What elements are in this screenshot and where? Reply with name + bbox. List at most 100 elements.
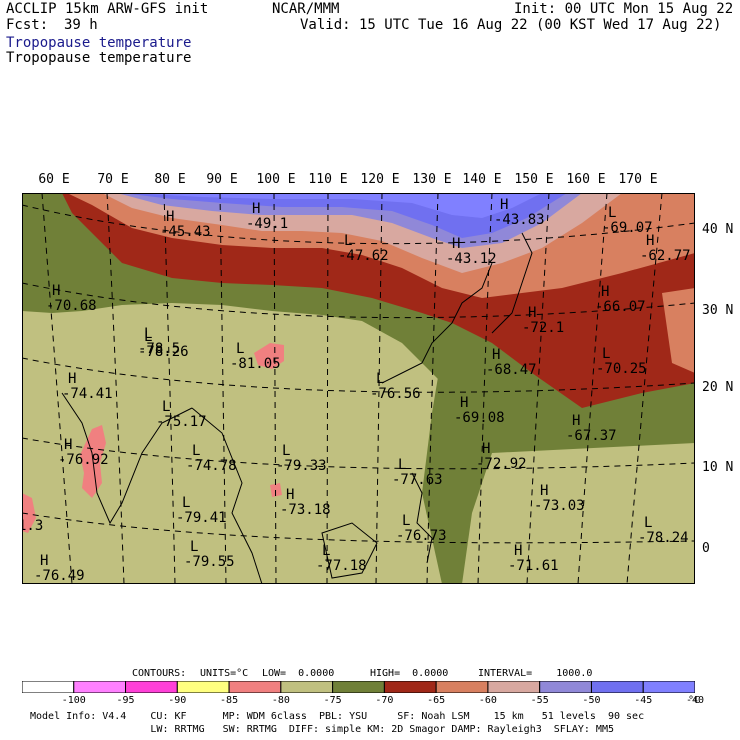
coastline-borneo — [321, 522, 378, 579]
latitude-label: 30 N — [702, 303, 734, 318]
low-marker: L — [236, 341, 244, 357]
high-marker: H — [452, 236, 460, 252]
color-scale-tick-label: -100 — [61, 695, 86, 706]
contours-low: LOW= 0.0000 — [262, 668, 335, 679]
color-scale-tick-label: -75 — [323, 695, 342, 706]
extremum-value: -66.07 — [595, 299, 646, 315]
extremum-value: -74.78 — [186, 458, 237, 474]
low-marker: L — [192, 443, 200, 459]
extremum-value: -73.18 — [280, 502, 331, 518]
high-marker: H — [52, 283, 60, 299]
color-scale-swatch — [280, 681, 334, 693]
high-marker: H — [514, 543, 522, 559]
graticule — [22, 193, 695, 584]
coastline-sea — [191, 407, 263, 584]
extremum-value: -76.73 — [396, 528, 447, 544]
valid-time: Valid: 15 UTC Tue 16 Aug 22 (00 KST Wed … — [300, 17, 722, 33]
extremum-value: -72.1 — [522, 320, 564, 336]
longitude-label: 70 E — [97, 172, 129, 187]
color-scale-swatch — [487, 681, 541, 693]
longitude-label: 100 E — [256, 172, 296, 187]
color-scale-tick-label: -55 — [530, 695, 549, 706]
low-marker: L — [282, 443, 290, 459]
extremum-value: -45.43 — [160, 224, 211, 240]
field-title-shaded: Tropopause temperature — [6, 35, 192, 51]
tropopause-temperature-map: H-45.43H-49.1L-47.62H-43.12H-43.83 L-69.0… — [22, 193, 695, 584]
longitude-label: 120 E — [360, 172, 400, 187]
high-marker: H — [460, 395, 468, 411]
extremum-value: -72.92 — [476, 456, 527, 472]
low-marker: L — [182, 495, 190, 511]
contours-high: HIGH= 0.0000 — [370, 668, 449, 679]
color-scale-tick-label: -85 — [220, 695, 239, 706]
high-marker: H — [166, 209, 174, 225]
extremum-value: -49.1 — [246, 216, 288, 232]
shade-orange-east — [662, 288, 695, 373]
extremum-value: -71.61 — [508, 558, 559, 574]
extremum-value: -77.18 — [316, 558, 367, 574]
extremum-value: -78.5 — [138, 341, 180, 357]
coastline-china — [381, 262, 493, 384]
high-marker: H — [68, 371, 76, 387]
color-scale-unit: °C — [688, 695, 701, 706]
extremum-value: -62.77 — [640, 248, 691, 264]
latitude-label: 10 N — [702, 460, 734, 475]
color-scale-swatch — [539, 681, 592, 693]
latitude-label: 40 N — [702, 222, 734, 237]
low-marker: L — [608, 205, 616, 221]
high-marker: H — [40, 553, 48, 569]
extremum-value: -43.83 — [494, 212, 545, 228]
low-marker: L — [602, 346, 610, 362]
extremum-value: -43.12 — [446, 251, 497, 267]
latitude-label: 0 — [702, 541, 710, 556]
contours-interval: INTERVAL= 1000.0 — [478, 668, 593, 679]
extremum-value: 1.3 — [22, 518, 43, 534]
color-scale-swatch — [228, 681, 282, 693]
extremum-value: -70.68 — [46, 298, 97, 314]
shade-salmon-tibet — [254, 343, 284, 369]
high-marker: H — [528, 305, 536, 321]
low-marker: L — [376, 371, 384, 387]
color-scale-bar — [22, 681, 695, 693]
shade-salmon-west — [22, 493, 36, 533]
extremum-value: -77.63 — [392, 472, 443, 488]
field-title-contour: Tropopause temperature — [6, 50, 192, 66]
extremum-value: -76.56 — [370, 386, 421, 402]
model-title: ACCLIP 15km ARW-GFS init — [6, 1, 209, 17]
extremum-value: -81.05 — [230, 356, 281, 372]
color-scale-swatch — [332, 681, 385, 693]
extremum-value: -69.07 — [602, 220, 653, 236]
extremum-value: -79.41 — [176, 510, 227, 526]
extremum-value: -78.26 — [138, 344, 189, 360]
extremum-value: -47.62 — [338, 248, 389, 264]
contours-label: CONTOURS: — [132, 668, 187, 679]
low-marker: L — [322, 543, 330, 559]
extrema-labels: H-45.43H-49.1L-47.62H-43.12H-43.83 L-69.0… — [22, 197, 691, 584]
color-scale-tick-label: -50 — [582, 695, 601, 706]
longitude-label: 150 E — [514, 172, 554, 187]
high-marker: H — [482, 441, 490, 457]
longitude-labels: 60 E 70 E 80 E 90 E 100 E 110 E 120 E 130 E 140 … — [0, 172, 740, 188]
low-marker: L — [190, 539, 198, 555]
longitude-label: 140 E — [462, 172, 502, 187]
center-label: NCAR/MMM — [272, 1, 340, 17]
color-scale-swatch — [22, 681, 75, 693]
color-scale-tick-label: -65 — [427, 695, 446, 706]
extremum-value: -79.55 — [184, 554, 235, 570]
longitude-label: 80 E — [154, 172, 186, 187]
high-marker: H — [646, 233, 654, 249]
low-marker: L — [144, 326, 152, 342]
color-scale-swatch — [73, 681, 127, 693]
forecast-hours: 39 h — [64, 17, 98, 33]
high-marker: H — [252, 201, 260, 217]
high-marker: H — [572, 413, 580, 429]
color-scale-tick-label: -60 — [478, 695, 497, 706]
extremum-value: -76.92 — [58, 452, 109, 468]
longitude-label: 60 E — [38, 172, 70, 187]
extremum-value: -74.41 — [62, 386, 113, 402]
contours-units: UNITS=°C — [200, 668, 249, 679]
forecast-label: Fcst: — [6, 17, 49, 33]
shade-light-east — [462, 443, 695, 584]
high-marker: H — [64, 437, 72, 453]
high-marker: H — [601, 284, 609, 300]
